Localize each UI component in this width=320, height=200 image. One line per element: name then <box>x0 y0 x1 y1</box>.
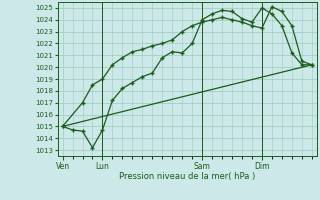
X-axis label: Pression niveau de la mer( hPa ): Pression niveau de la mer( hPa ) <box>119 172 255 181</box>
